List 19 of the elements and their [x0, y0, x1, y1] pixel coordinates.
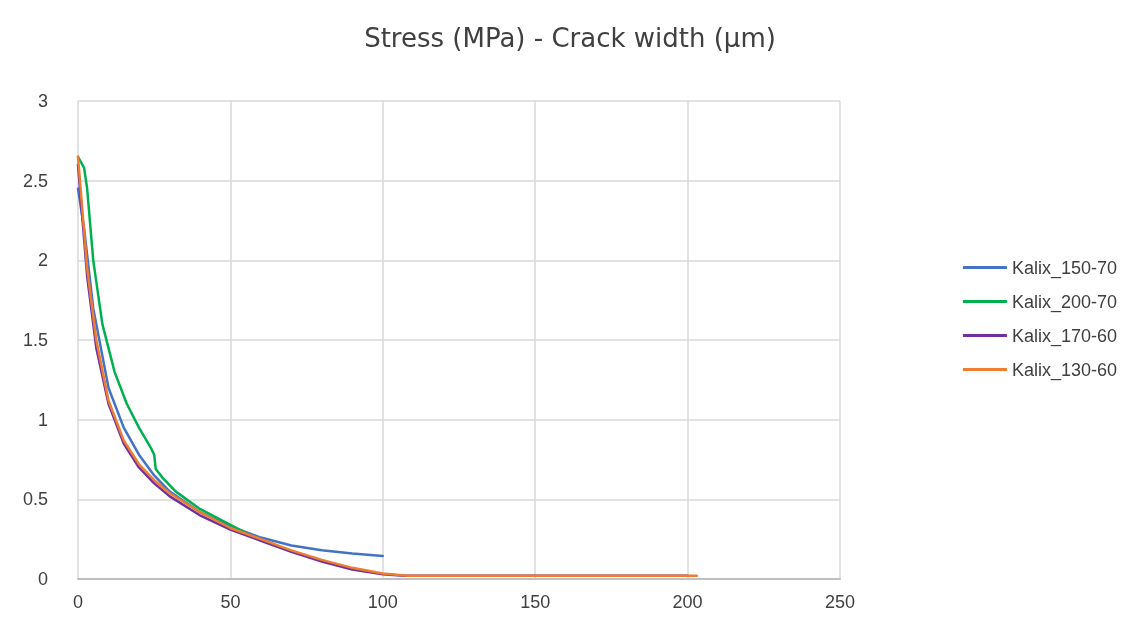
legend-label: Kalix_150-70 [1011, 257, 1117, 279]
x-tick-label: 200 [672, 592, 703, 612]
x-tick-label: 150 [520, 592, 551, 612]
x-tick-label: 250 [824, 592, 856, 612]
y-tick-label: 0 [37, 569, 48, 589]
legend-label: Kalix_130-60 [1011, 359, 1117, 381]
legend-label: Kalix_170-60 [1011, 325, 1117, 347]
x-tick-label: 0 [72, 592, 84, 612]
y-tick-label: 1 [37, 409, 48, 430]
y-tick-label: 2.5 [22, 170, 48, 191]
y-tick-label: 2 [37, 250, 48, 271]
legend-label: Kalix_200-70 [1011, 291, 1117, 313]
chart-title: Stress (MPa) - Crack width (µm) [364, 23, 776, 53]
y-tick-label: 0.5 [22, 489, 48, 510]
y-tick-label: 1.5 [22, 330, 48, 350]
line-series [76, 155, 250, 536]
x-tick-label: 100 [367, 592, 398, 612]
x-tick-label: 50 [220, 592, 241, 612]
y-tick-label: 3 [37, 91, 48, 111]
